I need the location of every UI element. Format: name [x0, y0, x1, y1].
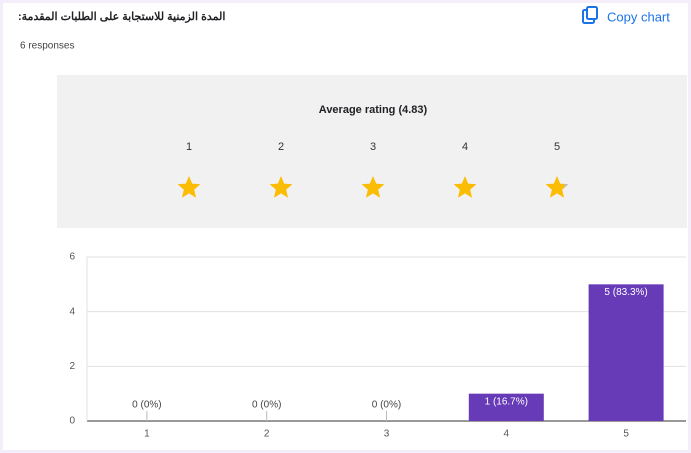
- bar: [588, 284, 664, 421]
- x-tick-label: 3: [384, 429, 390, 440]
- copy-icon: [586, 6, 598, 20]
- value-label: 0 (0%): [252, 400, 281, 411]
- x-tick-label: 1: [144, 429, 150, 440]
- rating-star: [177, 176, 201, 198]
- bar: [468, 393, 544, 421]
- rating-star: [453, 176, 477, 198]
- rating-star: [545, 176, 569, 198]
- rating-panel: [57, 75, 687, 228]
- x-tick-label: 5: [623, 429, 629, 440]
- y-tick-label: 0: [69, 416, 75, 427]
- rating-label: 4: [462, 141, 468, 153]
- value-label: 1 (16.7%): [485, 396, 528, 407]
- value-label: 5 (83.3%): [604, 287, 647, 298]
- value-label: 0 (0%): [132, 400, 161, 411]
- rating-label: 2: [278, 141, 284, 153]
- rating-title: Average rating (4.83): [319, 104, 428, 116]
- rating-star: [269, 176, 293, 198]
- rating-label: 5: [554, 141, 560, 153]
- copy-chart-label[interactable]: Copy chart: [607, 9, 670, 24]
- value-label: 0 (0%): [372, 400, 401, 411]
- x-tick-label: 2: [264, 429, 270, 440]
- copy-chart-button[interactable]: Copy chart: [582, 6, 670, 24]
- rating-star: [361, 176, 385, 198]
- responses-count: 6 responses: [20, 41, 74, 52]
- y-tick-label: 4: [69, 306, 75, 317]
- y-tick-label: 2: [69, 361, 75, 372]
- x-tick-label: 4: [504, 429, 510, 440]
- y-tick-label: 6: [69, 252, 75, 263]
- rating-label: 3: [370, 141, 376, 153]
- rating-label: 1: [186, 141, 192, 153]
- question-title: المدة الزمنية للاستجابة على الطلبات المق…: [18, 11, 226, 23]
